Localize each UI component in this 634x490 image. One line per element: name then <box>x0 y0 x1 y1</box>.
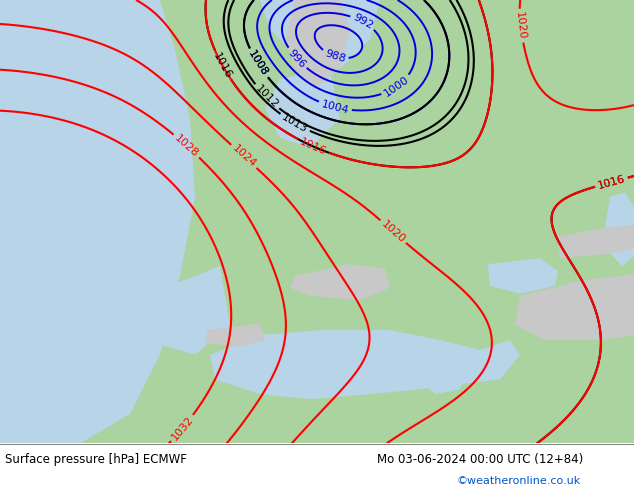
Text: Surface pressure [hPa] ECMWF: Surface pressure [hPa] ECMWF <box>5 453 187 466</box>
Text: 992: 992 <box>351 12 375 31</box>
Text: 1020: 1020 <box>514 11 527 40</box>
Text: 1008: 1008 <box>247 49 270 78</box>
Polygon shape <box>260 0 380 69</box>
Polygon shape <box>285 0 350 89</box>
Text: 1012: 1012 <box>253 83 280 111</box>
Polygon shape <box>0 0 195 443</box>
Polygon shape <box>265 69 340 148</box>
Text: 1000: 1000 <box>382 74 411 98</box>
Text: 996: 996 <box>286 47 307 70</box>
Polygon shape <box>605 192 634 266</box>
Text: ©weatheronline.co.uk: ©weatheronline.co.uk <box>456 476 581 486</box>
Text: 1004: 1004 <box>320 99 350 116</box>
Text: 1008: 1008 <box>247 49 270 78</box>
Polygon shape <box>205 323 265 347</box>
Text: 1020: 1020 <box>379 219 407 245</box>
Text: Mo 03-06-2024 00:00 UTC (12+84): Mo 03-06-2024 00:00 UTC (12+84) <box>377 453 583 466</box>
Text: 988: 988 <box>323 49 347 65</box>
Text: 1024: 1024 <box>230 143 257 170</box>
Text: 1016: 1016 <box>299 136 328 157</box>
Polygon shape <box>515 274 634 340</box>
Polygon shape <box>488 258 558 294</box>
Polygon shape <box>210 330 520 399</box>
Polygon shape <box>558 225 634 258</box>
Text: 1013: 1013 <box>280 112 309 134</box>
Polygon shape <box>290 264 390 300</box>
Text: 1016: 1016 <box>597 173 626 191</box>
Text: 1016: 1016 <box>211 50 233 80</box>
Text: 1028: 1028 <box>172 133 200 159</box>
Text: 1032: 1032 <box>169 415 195 442</box>
Polygon shape <box>160 266 230 355</box>
Text: 1016: 1016 <box>597 173 626 191</box>
Polygon shape <box>420 345 470 394</box>
